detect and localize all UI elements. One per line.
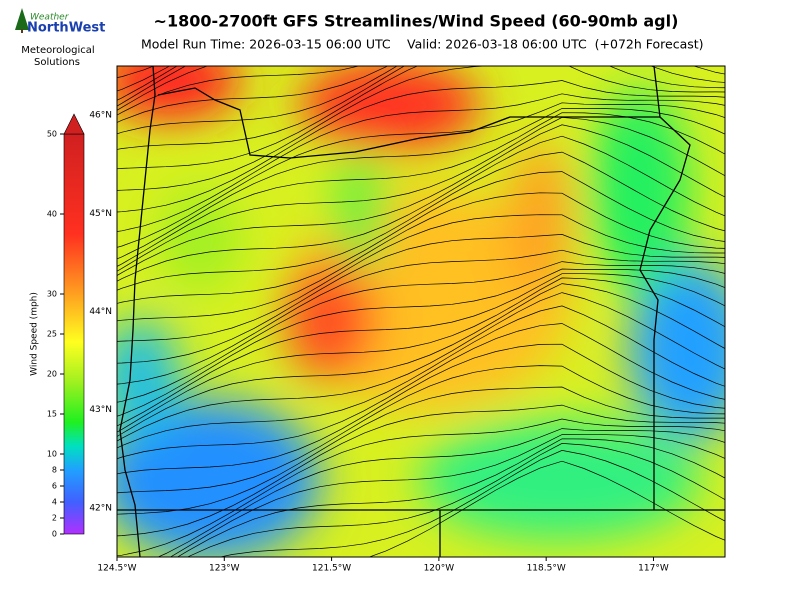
logo-caption: Solutions — [34, 57, 80, 68]
streamline — [117, 171, 725, 304]
colorbar-label: Wind Speed (mph) — [30, 292, 40, 376]
streamline — [117, 66, 725, 191]
y-tick-label: 44°N — [89, 307, 112, 317]
y-tick-label: 43°N — [89, 405, 112, 415]
logo: Weather NorthWest Meteorological Solutio… — [15, 8, 105, 68]
streamline — [117, 192, 725, 322]
streamline — [117, 292, 725, 442]
streamline — [117, 66, 389, 123]
streamline — [176, 438, 725, 557]
streamline — [117, 343, 725, 475]
x-tick-label: 123°W — [209, 564, 240, 574]
colorbar-tick-label: 50 — [47, 130, 57, 139]
streamline — [169, 434, 725, 557]
streamline — [100, 0, 760, 62]
model-run: Model Run Time: 2026-03-15 06:00 UTC — [141, 37, 391, 52]
logo-brand-top: Weather — [30, 13, 70, 23]
map-frame — [116, 65, 726, 558]
streamline — [117, 268, 725, 417]
streamline — [186, 443, 725, 557]
colorbar-tick-label: 15 — [47, 410, 57, 419]
borders — [117, 66, 725, 557]
logo-brand-main: NorthWest — [27, 21, 105, 36]
streamline — [117, 277, 725, 433]
x-tick-label: 117°W — [638, 564, 669, 574]
streamline — [117, 102, 725, 248]
colorbar-tick-label: 25 — [47, 330, 57, 339]
streamline — [117, 305, 725, 449]
x-tick-label: 120°W — [424, 564, 455, 574]
streamline — [117, 112, 725, 267]
valid-time: Valid: 2026-03-18 06:00 UTC (+072h Forec… — [407, 37, 704, 52]
colorbar-tick-label: 2 — [52, 514, 57, 523]
streamline — [117, 108, 725, 260]
title: ~1800-2700ft GFS Streamlines/Wind Speed … — [154, 12, 679, 31]
streamline — [117, 249, 725, 385]
wind-field — [100, 0, 760, 557]
x-tick-label: 124.5°W — [97, 564, 136, 574]
streamline — [117, 93, 725, 232]
streamline — [117, 323, 725, 460]
x-tick-label: 121.5°W — [312, 564, 351, 574]
streamline — [117, 214, 725, 342]
colorbar-tick-label: 30 — [47, 290, 57, 299]
streamline — [117, 273, 725, 427]
streamline — [117, 261, 725, 403]
streamline — [117, 66, 725, 150]
streamline — [117, 418, 725, 557]
colorbar-tick-label: 0 — [52, 530, 57, 539]
colorbar-tick-label: 10 — [47, 450, 57, 459]
colorbar-tick-label: 4 — [52, 498, 57, 507]
streamlines — [100, 0, 760, 557]
streamline — [157, 428, 725, 557]
colorbar-tick-label: 6 — [52, 482, 57, 491]
y-tick-label: 45°N — [89, 209, 112, 219]
streamline — [117, 66, 725, 135]
streamline — [117, 404, 725, 537]
colorbar-tick-label: 40 — [47, 210, 57, 219]
logo-caption: Meteorological — [21, 45, 94, 56]
streamline — [117, 283, 725, 437]
colorbar-tick-label: 8 — [52, 466, 57, 475]
streamline — [117, 66, 725, 170]
streamline — [117, 66, 361, 116]
streamline — [117, 124, 725, 276]
x-tick-label: 118.5°W — [527, 564, 566, 574]
streamline — [117, 365, 725, 494]
streamline — [117, 117, 725, 272]
streamline — [368, 460, 725, 557]
colorbar-tick-label: 20 — [47, 370, 57, 379]
streamline — [117, 234, 725, 364]
streamline — [117, 80, 725, 213]
y-tick-label: 42°N — [89, 503, 112, 513]
streamline — [117, 135, 725, 282]
streamline — [117, 386, 725, 515]
y-tick-label: 46°N — [89, 111, 112, 121]
streamline — [117, 151, 725, 291]
streamline — [218, 450, 725, 557]
